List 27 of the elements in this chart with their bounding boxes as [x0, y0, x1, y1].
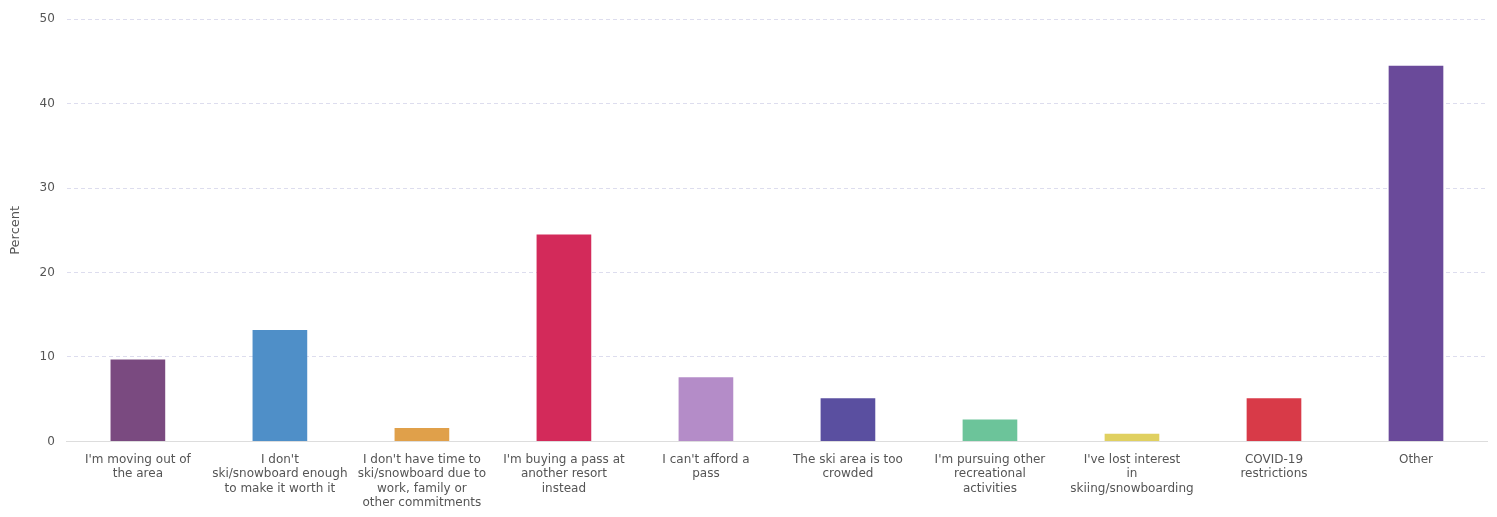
- bar: [110, 359, 166, 441]
- bar: [536, 234, 592, 441]
- x-tick-label: I don't have time to ski/snowboard due to work, family or other commitments: [357, 451, 487, 509]
- bar: [962, 419, 1018, 441]
- x-tick-label: The ski area is too crowded: [792, 451, 903, 481]
- y-axis-title: Percent: [7, 205, 23, 255]
- bar: [1388, 65, 1444, 441]
- x-tick-label: I'm buying a pass at another resort instead: [503, 451, 625, 495]
- x-tick-label: COVID-19 restrictions: [1240, 451, 1308, 481]
- y-tick-label: 20: [39, 264, 55, 279]
- x-tick-label: I'm pursuing other recreational activities: [934, 451, 1046, 495]
- x-tick-label: I don't ski/snowboard enough to make it worth it: [212, 451, 348, 495]
- y-tick-label: 40: [39, 95, 55, 110]
- x-tick-label: I've lost interest in skiing/snowboarding: [1070, 451, 1194, 495]
- y-tick-label: 10: [39, 349, 55, 364]
- x-tick-label: I can't afford a pass: [662, 451, 750, 481]
- x-tick-label: I'm moving out of the area: [84, 451, 192, 481]
- bar: [252, 329, 308, 441]
- bar: [820, 398, 876, 441]
- bar: [1246, 398, 1302, 441]
- y-tick-label: 50: [39, 11, 55, 26]
- bar: [394, 427, 450, 441]
- bar: [1104, 433, 1160, 441]
- y-tick-label: 30: [39, 180, 55, 195]
- x-tick-label: Other: [1398, 451, 1434, 466]
- y-tick-label: 0: [47, 433, 55, 448]
- bar: [678, 377, 734, 441]
